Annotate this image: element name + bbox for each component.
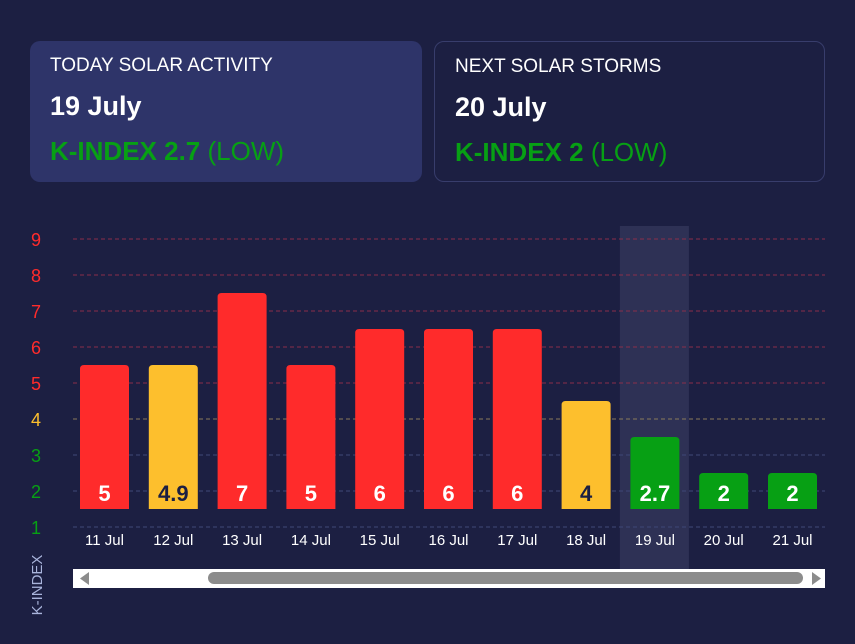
today-level: (LOW) — [207, 136, 285, 166]
today-date: 19 July — [50, 91, 142, 121]
x-tick-label: 21 Jul — [772, 532, 812, 549]
x-tick-label: 13 Jul — [222, 532, 262, 549]
x-tick-label: 19 Jul — [635, 532, 675, 549]
bar-16-jul[interactable] — [424, 329, 473, 509]
bar-value-label: 2.7 — [640, 481, 671, 506]
bar-value-label: 5 — [305, 481, 317, 506]
bar-value-label: 5 — [98, 481, 110, 506]
x-tick-label: 20 Jul — [704, 532, 744, 549]
y-tick-label: 6 — [31, 338, 41, 358]
bar-value-label: 4.9 — [158, 481, 189, 506]
bar-value-label: 2 — [786, 481, 798, 506]
bar-value-label: 6 — [511, 481, 523, 506]
bar-value-label: 2 — [718, 481, 730, 506]
horizontal-scrollbar[interactable] — [73, 569, 825, 588]
next-kindex-value: K-INDEX 2 — [455, 137, 584, 167]
x-tick-label: 12 Jul — [153, 532, 193, 549]
bar-value-label: 6 — [374, 481, 386, 506]
next-date: 20 July — [455, 92, 547, 122]
highlight-column — [619, 226, 689, 569]
bar-18-jul[interactable] — [561, 401, 611, 509]
bar-value-label: 6 — [442, 481, 454, 506]
scroll-right-icon[interactable] — [812, 572, 821, 585]
today-title: TODAY SOLAR ACTIVITY — [50, 55, 273, 76]
bar-21-jul[interactable] — [768, 473, 817, 509]
y-tick-label: 7 — [31, 302, 41, 322]
x-tick-label: 14 Jul — [291, 532, 331, 549]
next-kindex: K-INDEX 2 (LOW) — [455, 137, 667, 168]
x-tick-label: 17 Jul — [497, 532, 537, 549]
next-level: (LOW) — [590, 137, 668, 167]
x-tick-label: 11 Jul — [85, 532, 124, 549]
y-tick-label: 9 — [31, 230, 41, 250]
x-tick-label: 15 Jul — [360, 532, 400, 549]
bar-value-label: 7 — [236, 481, 248, 506]
y-tick-label: 2 — [31, 482, 41, 502]
x-tick-label: 18 Jul — [566, 532, 606, 549]
bar-13-jul[interactable] — [217, 293, 267, 509]
y-tick-label: 8 — [31, 266, 41, 286]
today-kindex: K-INDEX 2.7 (LOW) — [50, 136, 284, 167]
y-tick-label: 3 — [31, 446, 41, 466]
y-axis-label: K-INDEX — [29, 555, 46, 616]
x-tick-label: 16 Jul — [428, 532, 468, 549]
bar-20-jul[interactable] — [699, 473, 749, 509]
bar-19-jul[interactable] — [630, 437, 680, 509]
scroll-left-icon[interactable] — [80, 572, 89, 585]
today-activity-card: TODAY SOLAR ACTIVITY 19 July K-INDEX 2.7… — [30, 41, 422, 182]
next-title: NEXT SOLAR STORMS — [455, 56, 662, 77]
bar-17-jul[interactable] — [492, 329, 542, 509]
next-storms-card: NEXT SOLAR STORMS 20 July K-INDEX 2 (LOW… — [434, 41, 825, 182]
y-tick-label: 5 — [31, 374, 41, 394]
y-tick-label: 1 — [31, 518, 41, 538]
today-kindex-value: K-INDEX 2.7 — [50, 136, 201, 166]
bar-12-jul[interactable] — [148, 365, 198, 509]
bar-14-jul[interactable] — [286, 365, 336, 509]
bar-value-label: 4 — [580, 481, 593, 506]
bar-11-jul[interactable] — [80, 365, 129, 509]
bar-15-jul[interactable] — [355, 329, 405, 509]
scrollbar-thumb[interactable] — [208, 572, 803, 584]
y-tick-label: 4 — [31, 410, 41, 430]
